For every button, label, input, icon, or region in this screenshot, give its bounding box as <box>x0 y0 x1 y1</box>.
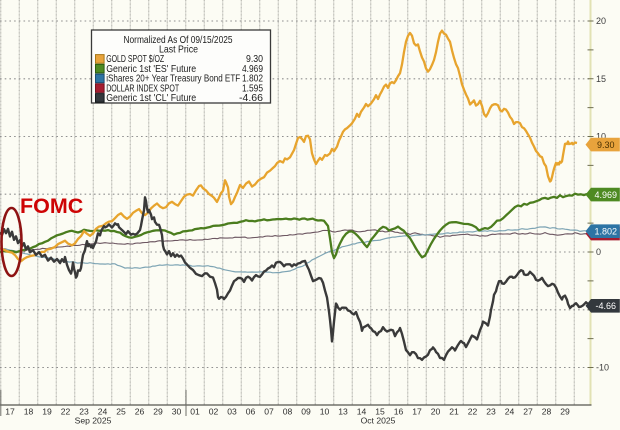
svg-text:29: 29 <box>153 407 163 417</box>
svg-text:15: 15 <box>596 74 606 84</box>
svg-text:Last Price: Last Price <box>159 44 198 55</box>
svg-text:-4.66: -4.66 <box>239 93 263 104</box>
svg-text:29: 29 <box>560 407 570 417</box>
svg-text:13: 13 <box>338 407 348 417</box>
svg-text:06: 06 <box>246 407 256 417</box>
svg-text:Normalized As Of 09/15/2025: Normalized As Of 09/15/2025 <box>124 35 233 46</box>
svg-text:FOMC: FOMC <box>20 194 83 218</box>
svg-text:1.802: 1.802 <box>595 227 618 237</box>
svg-text:18: 18 <box>24 407 34 417</box>
svg-text:20: 20 <box>596 16 606 26</box>
svg-text:28: 28 <box>542 407 552 417</box>
svg-text:08: 08 <box>283 407 293 417</box>
svg-text:9.30: 9.30 <box>246 54 263 65</box>
svg-text:24: 24 <box>505 407 515 417</box>
svg-text:22: 22 <box>468 407 478 417</box>
svg-text:20: 20 <box>431 407 441 417</box>
svg-text:17: 17 <box>412 407 422 417</box>
svg-text:Generic 1st 'ES' Future: Generic 1st 'ES' Future <box>106 64 196 75</box>
svg-text:03: 03 <box>227 407 237 417</box>
svg-text:Oct 2025: Oct 2025 <box>361 416 396 426</box>
svg-text:01: 01 <box>190 407 200 417</box>
svg-text:23: 23 <box>486 407 496 417</box>
svg-text:30: 30 <box>172 407 182 417</box>
svg-text:Sep 2025: Sep 2025 <box>75 416 112 426</box>
svg-text:25: 25 <box>116 407 126 417</box>
svg-text:1.595: 1.595 <box>242 84 263 95</box>
svg-text:07: 07 <box>264 407 274 417</box>
svg-text:27: 27 <box>523 407 533 417</box>
svg-text:22: 22 <box>61 407 71 417</box>
svg-text:1.802: 1.802 <box>242 74 263 85</box>
svg-text:26: 26 <box>135 407 145 417</box>
svg-text:23: 23 <box>79 407 89 417</box>
svg-text:17: 17 <box>5 407 15 417</box>
svg-text:iShares 20+ Year Treasury Bond: iShares 20+ Year Treasury Bond ETF <box>106 74 240 85</box>
svg-text:19: 19 <box>42 407 52 417</box>
svg-text:15: 15 <box>375 407 385 417</box>
svg-text:0: 0 <box>596 247 601 257</box>
svg-text:09: 09 <box>301 407 311 417</box>
svg-text:DOLLAR INDEX SPOT: DOLLAR INDEX SPOT <box>106 84 179 95</box>
svg-text:24: 24 <box>98 407 108 417</box>
svg-text:4.969: 4.969 <box>595 190 618 200</box>
svg-text:10: 10 <box>596 132 606 142</box>
svg-text:21: 21 <box>449 407 459 417</box>
svg-text:10: 10 <box>320 407 330 417</box>
svg-text:16: 16 <box>394 407 404 417</box>
svg-text:GOLD SPOT $/OZ: GOLD SPOT $/OZ <box>106 54 164 65</box>
svg-text:-4.66: -4.66 <box>596 301 617 311</box>
svg-text:9.30: 9.30 <box>597 140 615 150</box>
svg-text:-10: -10 <box>596 363 609 373</box>
svg-text:Generic 1st 'CL' Future: Generic 1st 'CL' Future <box>106 93 196 104</box>
svg-text:02: 02 <box>209 407 219 417</box>
svg-text:14: 14 <box>357 407 367 417</box>
svg-text:4.969: 4.969 <box>242 64 263 75</box>
